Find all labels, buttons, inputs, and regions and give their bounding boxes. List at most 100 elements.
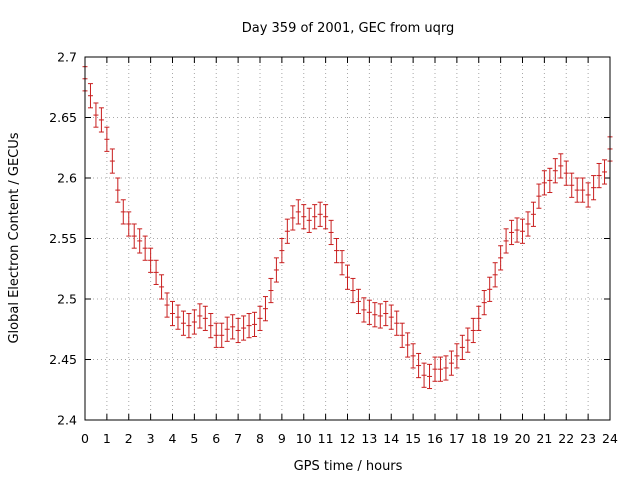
data-point	[317, 201, 323, 227]
data-point	[246, 313, 252, 339]
data-point	[87, 83, 93, 109]
x-tick-label: 8	[256, 431, 264, 446]
x-tick-label: 6	[212, 431, 220, 446]
data-point	[126, 211, 132, 237]
data-point	[530, 201, 536, 227]
data-point	[563, 160, 569, 186]
grid-lines	[85, 57, 610, 420]
data-point	[569, 172, 575, 198]
y-tick-label: 2.6	[57, 171, 77, 186]
x-tick-label: 12	[340, 431, 356, 446]
data-point	[230, 314, 236, 340]
data-point	[361, 297, 367, 323]
data-point	[366, 299, 372, 325]
data-point	[350, 277, 356, 304]
data-point	[552, 158, 558, 184]
data-point	[268, 277, 274, 304]
x-tick-label: 2	[125, 431, 133, 446]
data-point	[602, 159, 608, 185]
data-point	[405, 332, 411, 358]
x-tick-label: 11	[318, 431, 334, 446]
data-point	[224, 316, 230, 342]
data-point	[432, 356, 438, 382]
x-tick-label: 1	[103, 431, 111, 446]
data-point	[241, 315, 247, 341]
data-point	[115, 177, 121, 203]
x-tick-label: 14	[383, 431, 399, 446]
data-point	[175, 304, 181, 330]
x-tick-label: 16	[427, 431, 443, 446]
data-point	[186, 313, 192, 339]
data-point	[459, 334, 465, 360]
data-point	[202, 305, 208, 331]
data-point	[509, 219, 515, 246]
data-point	[312, 204, 318, 230]
data-point	[142, 235, 148, 261]
data-point	[591, 175, 597, 201]
data-point	[164, 292, 170, 318]
data-point	[437, 356, 443, 382]
x-tick-label: 13	[361, 431, 377, 446]
data-point	[290, 205, 296, 231]
x-tick-label: 0	[81, 431, 89, 446]
data-point	[596, 162, 602, 189]
x-tick-label: 24	[602, 431, 618, 446]
data-point	[257, 305, 263, 331]
x-axis-label: GPS time / hours	[294, 459, 403, 474]
x-tick-label: 9	[278, 431, 286, 446]
data-point	[585, 182, 591, 208]
y-tick-labels: 2.4 2.45 2.5 2.55 2.6 2.65 2.7	[49, 50, 77, 428]
chart-title: Day 359 of 2001, GEC from uqrg	[242, 21, 455, 36]
data-point	[492, 262, 498, 288]
data-point	[520, 218, 525, 244]
data-point	[525, 211, 531, 237]
x-tick-label: 10	[296, 431, 312, 446]
data-point	[377, 303, 383, 329]
data-point	[93, 102, 99, 128]
data-point	[399, 322, 405, 348]
data-point	[104, 126, 110, 152]
x-tick-label: 15	[405, 431, 421, 446]
data-point	[120, 199, 126, 225]
data-point	[197, 303, 203, 329]
x-tick-label: 17	[449, 431, 465, 446]
data-point	[481, 290, 487, 316]
data-point	[503, 228, 509, 254]
x-tick-label: 7	[234, 431, 242, 446]
data-point	[465, 327, 471, 353]
data-point	[547, 167, 553, 194]
data-point	[252, 311, 258, 338]
x-tick-label: 5	[190, 431, 198, 446]
data-point	[476, 305, 482, 331]
data-point	[416, 352, 422, 379]
data-point	[355, 288, 361, 315]
data-point	[410, 343, 416, 369]
axis-ticks	[84, 56, 611, 421]
data-point	[219, 322, 225, 348]
data-point	[279, 238, 285, 264]
data-point	[388, 304, 394, 330]
data-point	[180, 310, 186, 336]
data-point	[284, 218, 290, 244]
data-point	[235, 317, 241, 344]
data-point	[339, 250, 345, 276]
data-point	[153, 259, 159, 285]
x-tick-label: 19	[493, 431, 509, 446]
data-point	[208, 313, 214, 339]
data-point	[372, 302, 378, 328]
x-tick-label: 20	[515, 431, 531, 446]
data-point	[109, 148, 115, 174]
data-point	[170, 300, 175, 327]
data-point	[541, 170, 547, 196]
data-point	[580, 177, 586, 203]
data-point	[328, 219, 334, 246]
x-tick-label: 21	[536, 431, 552, 446]
plot-frame	[84, 56, 611, 421]
y-tick-label: 2.65	[49, 110, 77, 125]
data-point	[470, 317, 476, 344]
data-point	[323, 204, 329, 230]
data-point	[487, 276, 493, 302]
data-point	[574, 177, 580, 203]
data-points	[82, 66, 613, 390]
